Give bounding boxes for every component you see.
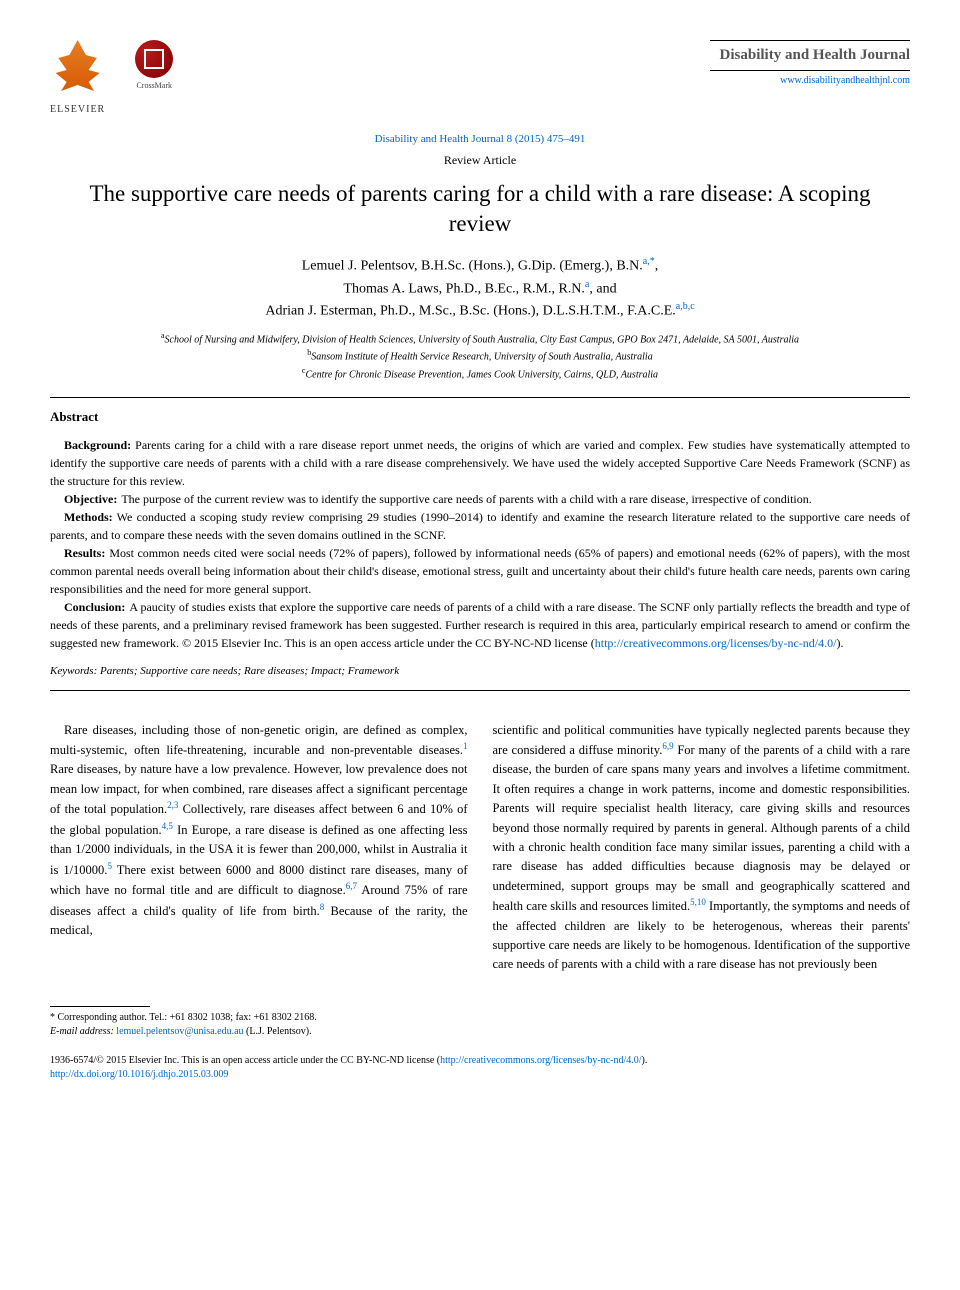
doi-link[interactable]: http://dx.doi.org/10.1016/j.dhjo.2015.03… xyxy=(50,1068,910,1082)
elsevier-logo: ELSEVIER xyxy=(50,40,105,117)
citation-ref[interactable]: 4,5 xyxy=(162,821,173,831)
journal-url[interactable]: www.disabilityandhealthjnl.com xyxy=(710,70,910,88)
affiliations: aSchool of Nursing and Midwifery, Divisi… xyxy=(50,330,910,382)
header-left: ELSEVIER CrossMark xyxy=(50,40,173,117)
abstract-conclusion-label: Conclusion: xyxy=(64,600,125,614)
abstract-methods-label: Methods: xyxy=(64,510,113,524)
abstract-body: Background:Parents caring for a child wi… xyxy=(50,436,910,652)
abstract-heading: Abstract xyxy=(50,408,910,426)
crossmark-icon xyxy=(135,40,173,78)
abstract-objective-label: Objective: xyxy=(64,492,117,506)
keywords: Parents; Supportive care needs; Rare dis… xyxy=(97,665,399,677)
email-link[interactable]: lemuel.pelentsov@unisa.edu.au xyxy=(116,1026,243,1037)
citation-line: Disability and Health Journal 8 (2015) 4… xyxy=(50,132,910,147)
keywords-line: Keywords: Parents; Supportive care needs… xyxy=(50,664,910,679)
affiliation-b: Sansom Institute of Health Service Resea… xyxy=(311,352,652,363)
email-line: E-mail address: lemuel.pelentsov@unisa.e… xyxy=(50,1025,463,1039)
page-header: ELSEVIER CrossMark Disability and Health… xyxy=(50,40,910,117)
author-3: Adrian J. Esterman, Ph.D., M.Sc., B.Sc. … xyxy=(265,304,675,319)
citation-ref[interactable]: 2,3 xyxy=(167,800,178,810)
affiliation-c: Centre for Chronic Disease Prevention, J… xyxy=(305,369,658,380)
crossmark-badge[interactable]: CrossMark xyxy=(135,40,173,91)
license-link[interactable]: http://creativecommons.org/licenses/by-n… xyxy=(595,636,837,650)
body-paragraph: Rare diseases, including those of non-ge… xyxy=(50,721,468,941)
author-3-sup: a,b,c xyxy=(676,301,695,312)
elsevier-tree-icon xyxy=(50,40,105,100)
journal-name: Disability and Health Journal xyxy=(710,45,910,66)
journal-info-box: Disability and Health Journal www.disabi… xyxy=(710,40,910,88)
page-footer: 1936-6574/© 2015 Elsevier Inc. This is a… xyxy=(50,1054,910,1082)
citation-ref[interactable]: 6,9 xyxy=(662,741,673,751)
citation-ref[interactable]: 6,7 xyxy=(346,881,357,891)
abstract-background-label: Background: xyxy=(64,438,131,452)
keywords-label: Keywords: xyxy=(50,665,97,677)
divider xyxy=(50,690,910,691)
column-left: Rare diseases, including those of non-ge… xyxy=(50,721,468,975)
citation-ref[interactable]: 5,10 xyxy=(690,897,706,907)
abstract-results-label: Results: xyxy=(64,546,105,560)
elsevier-label: ELSEVIER xyxy=(50,103,105,117)
abstract-objective: The purpose of the current review was to… xyxy=(121,492,811,506)
body-paragraph: scientific and political communities hav… xyxy=(493,721,911,975)
citation-ref[interactable]: 1 xyxy=(463,741,468,751)
corresponding-author: * Corresponding author. Tel.: +61 8302 1… xyxy=(50,1011,463,1025)
article-type: Review Article xyxy=(50,152,910,169)
crossmark-label: CrossMark xyxy=(136,80,172,91)
footer-license-link[interactable]: http://creativecommons.org/licenses/by-n… xyxy=(440,1055,641,1066)
column-right: scientific and political communities hav… xyxy=(493,721,911,975)
body-columns: Rare diseases, including those of non-ge… xyxy=(50,721,910,975)
authors-block: Lemuel J. Pelentsov, B.H.Sc. (Hons.), G.… xyxy=(50,254,910,322)
footnotes: * Corresponding author. Tel.: +61 8302 1… xyxy=(50,1000,463,1039)
author-2: Thomas A. Laws, Ph.D., B.Ec., R.M., R.N. xyxy=(343,281,585,296)
abstract-results: Most common needs cited were social need… xyxy=(50,546,910,596)
abstract-methods: We conducted a scoping study review comp… xyxy=(50,510,910,542)
divider xyxy=(50,397,910,398)
author-1: Lemuel J. Pelentsov, B.H.Sc. (Hons.), G.… xyxy=(302,259,643,274)
affiliation-a: School of Nursing and Midwifery, Divisio… xyxy=(165,334,800,345)
author-1-sup: a,* xyxy=(643,256,655,267)
article-title: The supportive care needs of parents car… xyxy=(50,179,910,239)
abstract-background: Parents caring for a child with a rare d… xyxy=(50,438,910,488)
